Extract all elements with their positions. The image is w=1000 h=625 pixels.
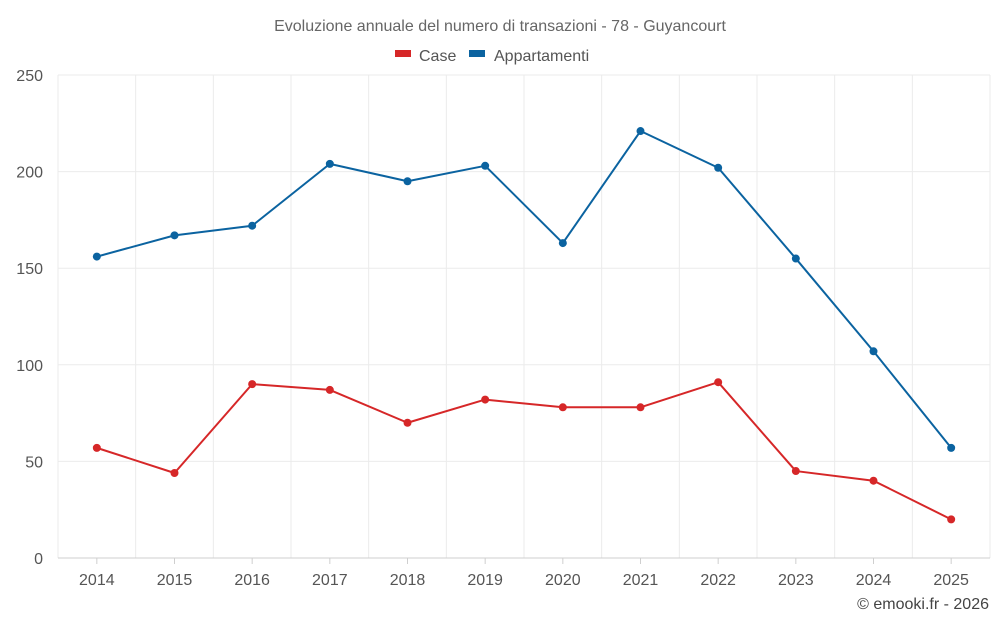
legend-item-case[interactable]: Case xyxy=(395,48,456,65)
data-point-case[interactable] xyxy=(92,443,101,452)
data-point-case[interactable] xyxy=(170,468,179,477)
y-tick-label: 100 xyxy=(16,358,43,375)
data-point-case[interactable] xyxy=(403,418,412,427)
legend-swatch-appartamenti xyxy=(469,50,485,57)
x-tick-label: 2018 xyxy=(390,572,426,589)
data-point-appartamenti[interactable] xyxy=(714,163,723,172)
data-point-case[interactable] xyxy=(636,403,645,412)
legend-label-appartamenti: Appartamenti xyxy=(494,48,589,65)
data-point-appartamenti[interactable] xyxy=(170,231,179,240)
x-tick-label: 2019 xyxy=(467,572,503,589)
legend: Case Appartamenti xyxy=(395,48,589,65)
data-point-case[interactable] xyxy=(947,515,956,524)
x-tick-label: 2024 xyxy=(856,572,892,589)
x-tick-label: 2021 xyxy=(623,572,659,589)
series-line-appartamenti xyxy=(96,130,952,449)
grid xyxy=(57,74,991,558)
data-point-appartamenti[interactable] xyxy=(92,252,101,261)
x-tick-label: 2017 xyxy=(312,572,348,589)
x-tick-label: 2023 xyxy=(778,572,814,589)
data-point-appartamenti[interactable] xyxy=(791,254,800,263)
data-point-case[interactable] xyxy=(869,476,878,485)
x-tick-label: 2020 xyxy=(545,572,581,589)
data-point-case[interactable] xyxy=(248,380,257,389)
data-point-appartamenti[interactable] xyxy=(636,127,645,136)
data-point-appartamenti[interactable] xyxy=(248,221,257,230)
x-tick-label: 2016 xyxy=(234,572,270,589)
x-tick-label: 2014 xyxy=(79,572,115,589)
legend-label-case: Case xyxy=(419,48,456,65)
y-tick-label: 50 xyxy=(25,454,43,471)
chart-title: Evoluzione annuale del numero di transaz… xyxy=(274,18,726,35)
data-point-appartamenti[interactable] xyxy=(869,347,878,356)
x-tick-label: 2025 xyxy=(933,572,969,589)
data-point-case[interactable] xyxy=(325,385,334,394)
data-point-appartamenti[interactable] xyxy=(325,159,334,168)
data-point-appartamenti[interactable] xyxy=(481,161,490,170)
data-point-case[interactable] xyxy=(481,395,490,404)
y-tick-label: 250 xyxy=(16,68,43,85)
data-point-case[interactable] xyxy=(714,378,723,387)
y-tick-label: 200 xyxy=(16,165,43,182)
data-point-case[interactable] xyxy=(791,467,800,476)
series-line-case xyxy=(96,381,952,521)
x-tick-label: 2022 xyxy=(700,572,736,589)
data-point-case[interactable] xyxy=(558,403,567,412)
y-tick-label: 0 xyxy=(34,551,43,568)
x-tick-label: 2015 xyxy=(157,572,193,589)
plot-area xyxy=(92,127,956,524)
legend-item-appartamenti[interactable]: Appartamenti xyxy=(469,48,589,65)
y-tick-label: 150 xyxy=(16,261,43,278)
credit-text: © emooki.fr - 2026 xyxy=(857,596,989,613)
legend-swatch-case xyxy=(395,50,411,57)
data-point-appartamenti[interactable] xyxy=(558,239,567,248)
data-point-appartamenti[interactable] xyxy=(403,177,412,186)
axes: 0 50 100 150 200 250 2014 2015 2016 2017 2018 2019 2… xyxy=(16,68,990,589)
data-point-appartamenti[interactable] xyxy=(947,443,956,452)
